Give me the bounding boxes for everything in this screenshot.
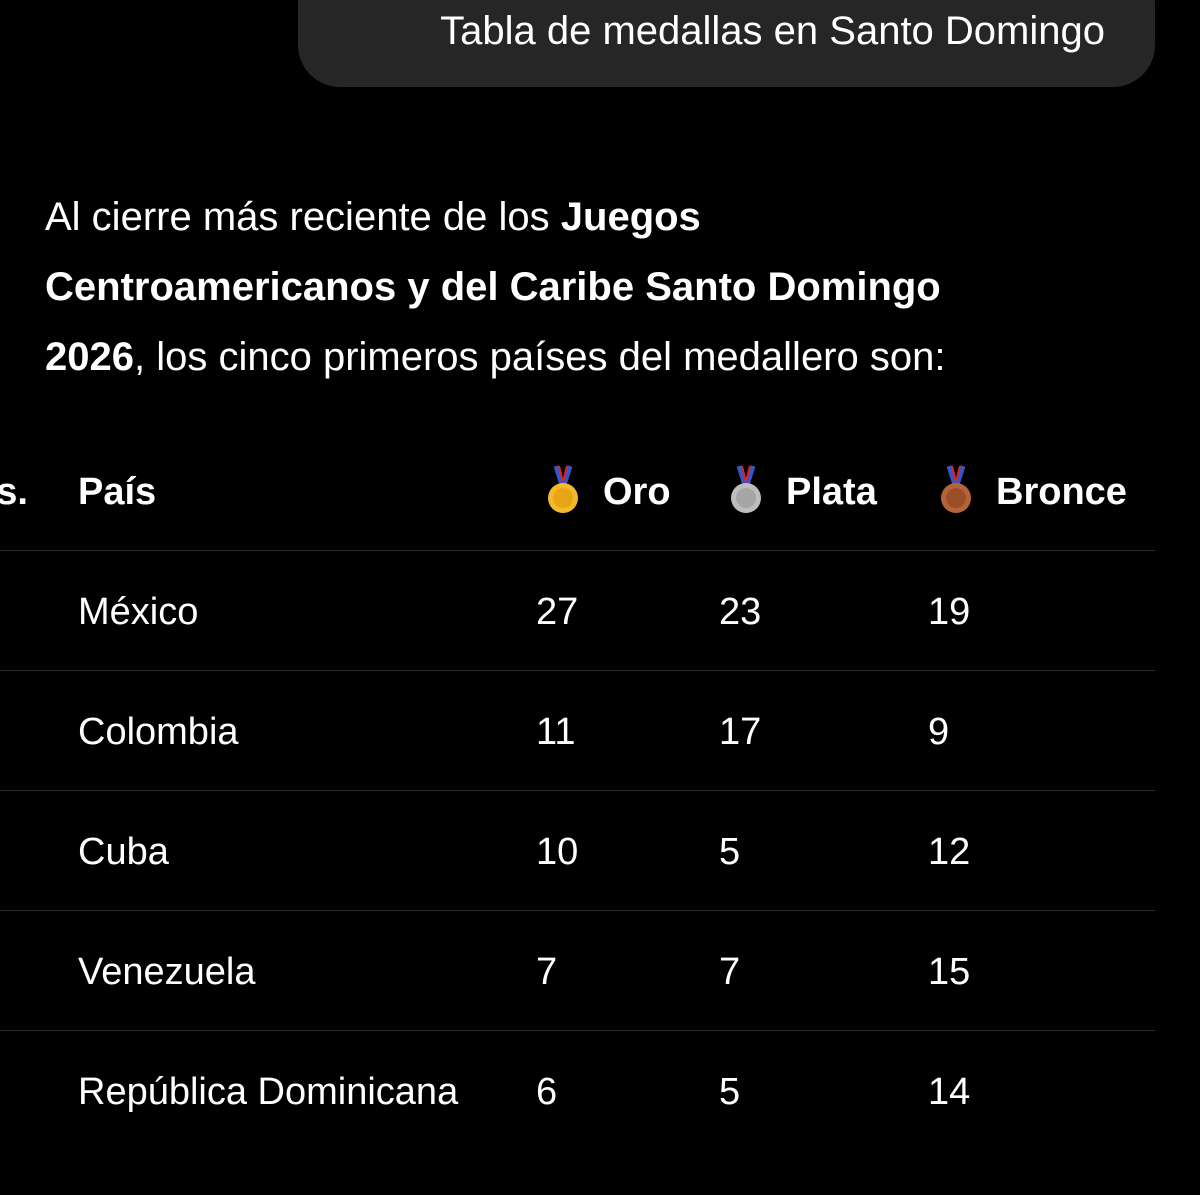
column-header: Oro (603, 471, 671, 513)
medal-count: 12 (928, 831, 971, 873)
medal-count: 23 (719, 591, 762, 633)
user-message: Tabla de medallas en Santo Domingo (440, 9, 1105, 53)
gold-medal-icon (548, 465, 578, 513)
column-header: s. (0, 471, 28, 513)
row-divider (0, 670, 1155, 671)
column-header: Bronce (996, 471, 1127, 513)
medal-count: 5 (719, 831, 741, 873)
medal-count: 9 (928, 711, 950, 753)
column-header: Plata (786, 471, 877, 513)
answer-bold: 2026 (45, 335, 134, 379)
medal-count: 15 (928, 951, 971, 993)
country-name: México (78, 591, 199, 633)
row-divider (0, 910, 1155, 911)
country-name: República Dominicana (78, 1071, 459, 1113)
medal-count: 7 (719, 951, 741, 993)
row-divider (0, 790, 1155, 791)
silver-medal-icon (731, 465, 761, 513)
medal-count: 11 (536, 711, 576, 753)
country-name: Cuba (78, 831, 169, 873)
country-name: Colombia (78, 711, 239, 753)
header-divider (0, 550, 1155, 551)
medal-count: 6 (536, 1071, 558, 1113)
medal-count: 19 (928, 591, 971, 633)
answer-text: , los cinco primeros países del medaller… (133, 335, 946, 379)
bronze-medal-icon (941, 465, 971, 513)
user-message-bubble: Tabla de medallas en Santo Domingo (298, 0, 1155, 87)
answer-bold: Juegos (560, 195, 701, 239)
answer-paragraph: Al cierre más reciente de los Juegos Cen… (45, 182, 945, 392)
answer-text: Al cierre más reciente de los (45, 195, 561, 239)
country-name: Venezuela (78, 951, 256, 993)
row-divider (0, 1030, 1155, 1031)
answer-bold: Centroamericanos y del Caribe Santo Domi… (45, 265, 941, 309)
medal-count: 5 (719, 1071, 741, 1113)
medal-count: 10 (536, 831, 579, 873)
medal-count: 7 (536, 951, 558, 993)
column-header: País (78, 471, 157, 513)
medal-count: 14 (928, 1071, 971, 1113)
medal-count: 17 (719, 711, 762, 753)
medal-count: 27 (536, 591, 579, 633)
